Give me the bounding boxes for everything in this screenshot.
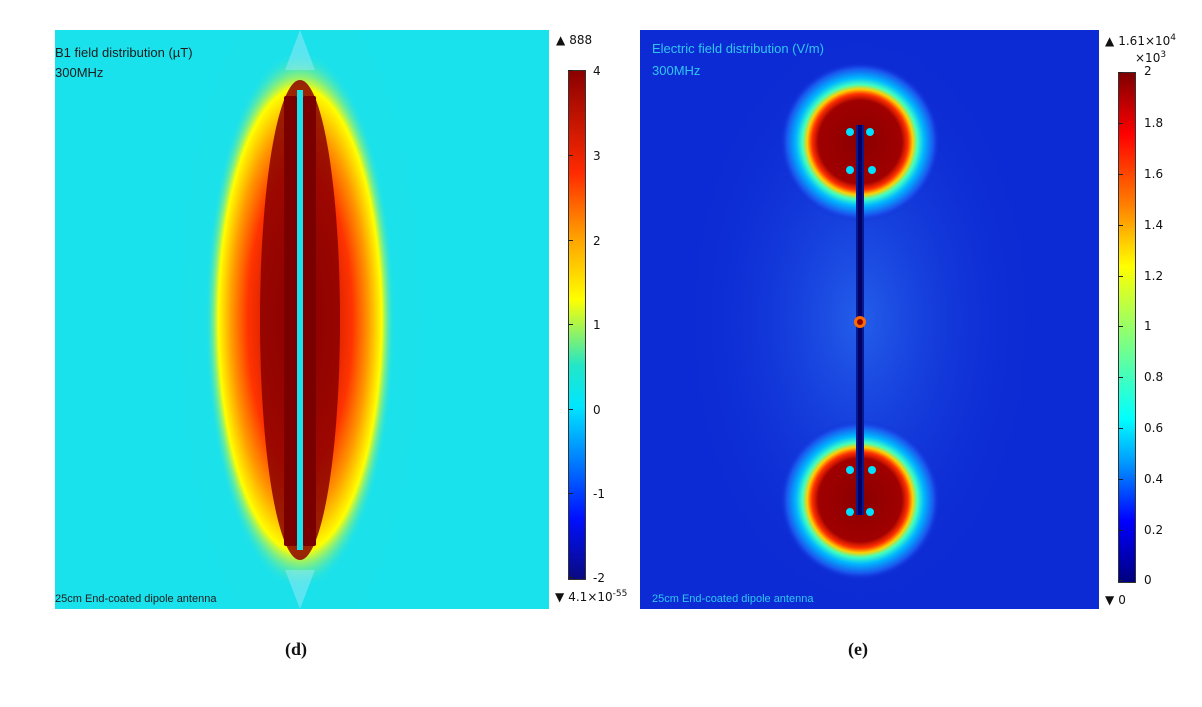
colorbar-tick: 0.6 bbox=[1144, 421, 1164, 435]
colorbar-tick: -1 bbox=[593, 487, 605, 501]
colorbar-tick: 1.8 bbox=[1144, 116, 1164, 130]
antenna-feed-gap bbox=[297, 90, 303, 550]
colorbar-tick: 0.4 bbox=[1144, 472, 1164, 486]
colorbar-tick: 1 bbox=[1144, 319, 1152, 333]
triangle-down-icon: ▼ bbox=[1105, 593, 1115, 607]
figure-caption: (d) bbox=[285, 639, 307, 659]
electric-field-plot: Electric field distribution (V/m) 300MHz… bbox=[640, 30, 1099, 609]
colorbar-tick: 1.4 bbox=[1144, 218, 1164, 232]
colorbar-tick: 1.2 bbox=[1144, 269, 1164, 283]
colorbar-tick: 0.8 bbox=[1144, 370, 1164, 384]
electric-field-heatmap bbox=[640, 30, 1099, 609]
colorbar-tick: 2 bbox=[1144, 64, 1152, 78]
plot-title: B1 field distribution (µT) bbox=[55, 45, 193, 60]
colorbar-tick: 1 bbox=[593, 318, 601, 332]
colorbar-tick: 0 bbox=[1144, 573, 1152, 587]
colorbar-tick: 0 bbox=[593, 403, 601, 417]
colorbar-max-label: ▲ 1.61×104 bbox=[1105, 33, 1177, 49]
colorbar-min-label: ▼ 4.1×10-55 bbox=[555, 589, 628, 605]
colorbar-tick: 1.6 bbox=[1144, 167, 1164, 181]
antenna-arm-left bbox=[284, 96, 297, 546]
triangle-up-icon: ▲ bbox=[1105, 34, 1115, 48]
colorbar-tick: 2 bbox=[593, 234, 601, 248]
triangle-down-icon: ▼ bbox=[555, 590, 565, 604]
b1-field-heatmap bbox=[55, 30, 549, 609]
antenna-arm-right bbox=[303, 96, 316, 546]
colorbar-tick: 0.2 bbox=[1144, 523, 1164, 537]
colorbar-tick: -2 bbox=[593, 571, 605, 585]
plot-frequency: 300MHz bbox=[55, 65, 104, 80]
colorbar-tick: 4 bbox=[593, 64, 601, 78]
plot-footnote: 25cm End-coated dipole antenna bbox=[652, 593, 814, 605]
colorbar-max-label: ▲ 888 bbox=[556, 33, 593, 47]
colorbar-min-label: ▼ 0 bbox=[1105, 593, 1126, 607]
colorbar-multiplier: ×103 bbox=[1135, 50, 1167, 66]
colorbar-tick: 3 bbox=[593, 149, 601, 163]
triangle-up-icon: ▲ bbox=[556, 33, 566, 47]
figure-caption: (e) bbox=[848, 639, 868, 659]
plot-footnote: 25cm End-coated dipole antenna bbox=[55, 593, 217, 605]
b1-colorbar bbox=[568, 70, 586, 580]
plot-frequency: 300MHz bbox=[652, 63, 701, 78]
plot-title: Electric field distribution (V/m) bbox=[652, 41, 824, 56]
b1-field-plot: B1 field distribution (µT) 300MHz 25cm E… bbox=[55, 30, 549, 609]
electric-field-colorbar bbox=[1118, 72, 1136, 583]
